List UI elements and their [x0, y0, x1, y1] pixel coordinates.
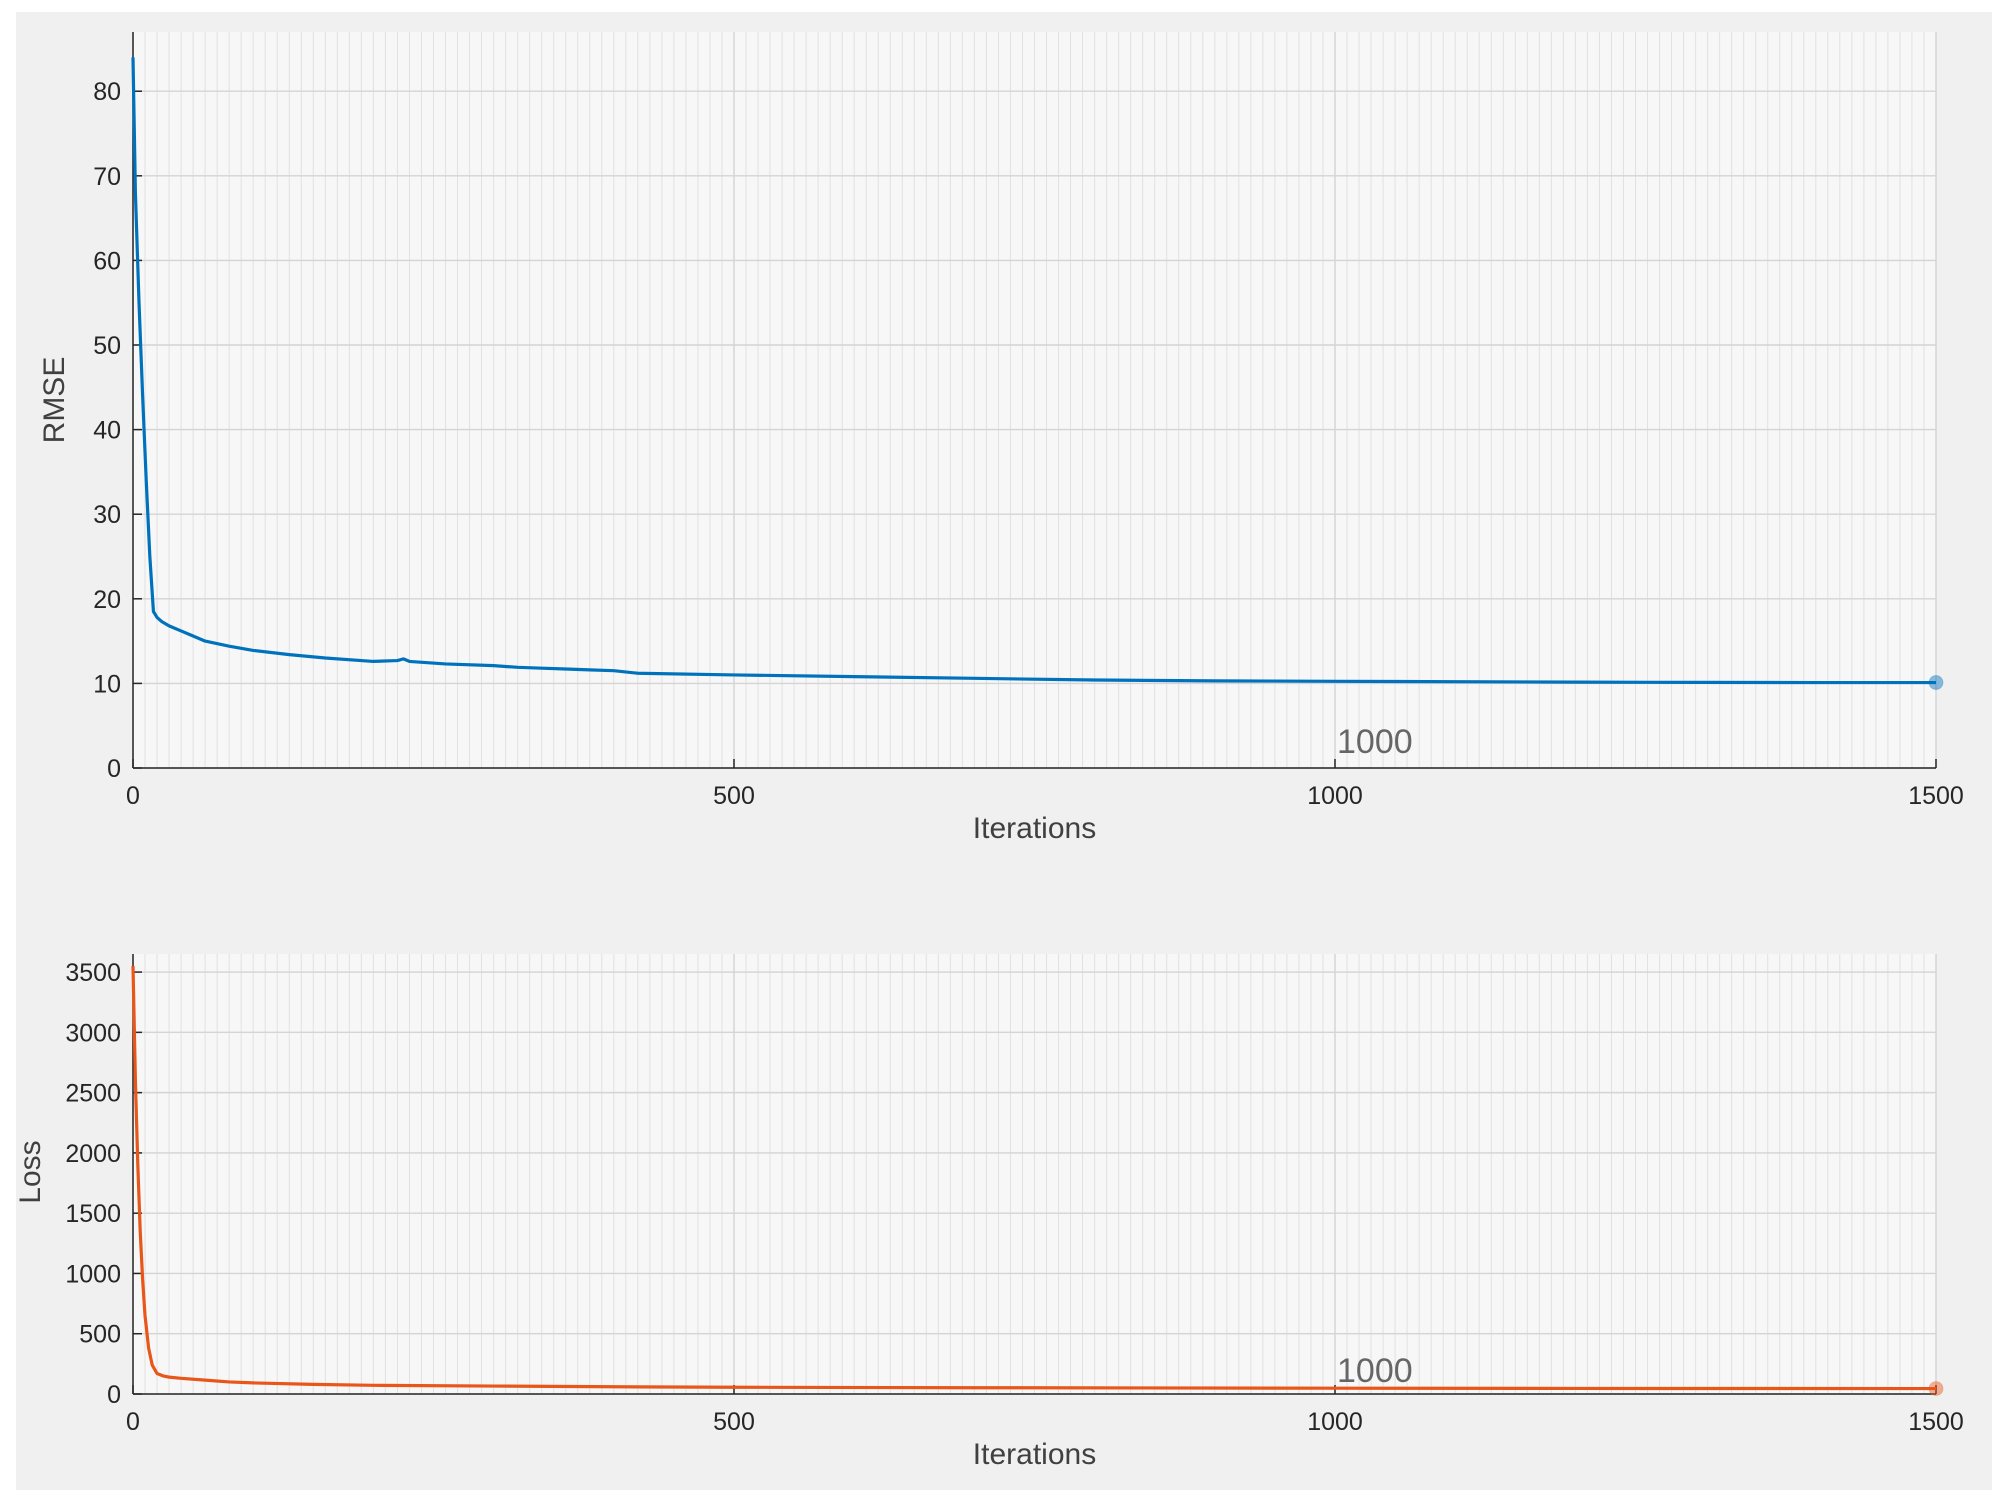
figure-canvas: 0 10 20 30 40 50 60 70 80 0 500 1000 1500 Iterations R…: [16, 32, 1964, 1471]
y-tick-label: 30: [93, 501, 121, 529]
y-axis-label: RMSE: [38, 357, 71, 444]
x-tick-label: 1000: [1307, 782, 1363, 810]
y-tick-label: 0: [107, 755, 121, 783]
end-marker: [1928, 675, 1944, 691]
y-tick-label: 70: [93, 163, 121, 191]
x-tick-label: 1500: [1908, 1408, 1964, 1436]
y-tick-label: 2500: [65, 1080, 121, 1108]
x-tick-label: 1500: [1908, 782, 1964, 810]
series-line: [131, 57, 1936, 685]
y-tick-label: 0: [107, 1381, 121, 1409]
y-tick-label: 40: [93, 417, 121, 445]
x-axis-label: Iterations: [973, 812, 1096, 845]
annotation-label: 1000: [1337, 1352, 1413, 1390]
annotation-label: 1000: [1337, 723, 1413, 761]
x-tick-label: 0: [126, 782, 140, 810]
y-tick-label: 50: [93, 332, 121, 360]
y-tick-label: 80: [93, 78, 121, 106]
end-marker: [1928, 1381, 1944, 1397]
y-axis-label: Loss: [16, 1140, 47, 1203]
x-tick-label: 0: [126, 1408, 140, 1436]
x-tick-label: 500: [713, 782, 755, 810]
y-tick-label: 3000: [65, 1019, 121, 1047]
x-tick-label: 1000: [1307, 1408, 1363, 1436]
figure-background: 0 10 20 30 40 50 60 70 80 0 500 1000 1500 Iterations R…: [16, 12, 1992, 1490]
x-axis-label: Iterations: [973, 1438, 1096, 1471]
y-tick-label: 20: [93, 586, 121, 614]
y-tick-label: 2000: [65, 1140, 121, 1168]
y-tick-label: 10: [93, 670, 121, 698]
y-tick-label: 1000: [65, 1260, 121, 1288]
rmse-axes: 0 10 20 30 40 50 60 70 80 0 500 1000 1500 Iterations R…: [38, 32, 1964, 845]
y-tick-label: 1500: [65, 1200, 121, 1228]
x-tick-label: 500: [713, 1408, 755, 1436]
loss-axes: 0 500 1000 1500 2000 2500 3000 3500 0 500 1000 1500…: [16, 954, 1964, 1471]
y-tick-label: 60: [93, 247, 121, 275]
y-tick-label: 500: [79, 1321, 121, 1349]
series-line: [131, 966, 1937, 1391]
y-tick-label: 3500: [65, 959, 121, 987]
